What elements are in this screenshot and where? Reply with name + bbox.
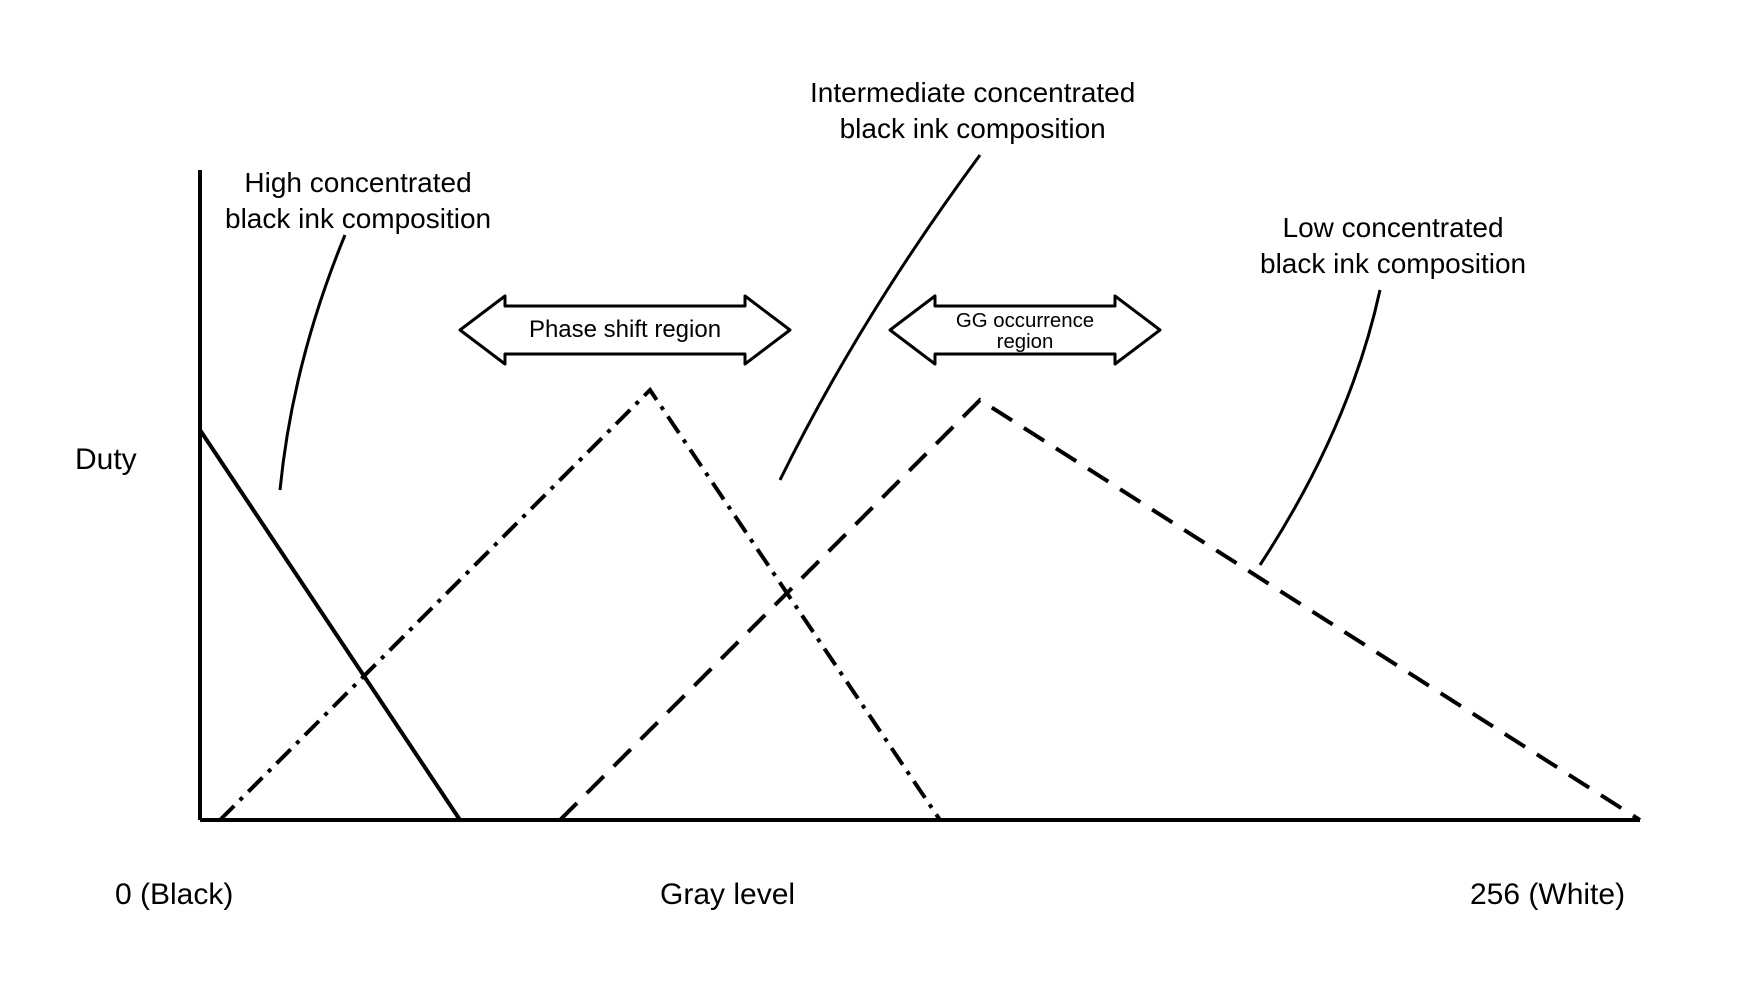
x-axis-label-center: Gray level	[660, 875, 795, 914]
annotation-intermediate-line1: Intermediate concentrated	[810, 75, 1135, 111]
diagram-svg: Phase shift region GG occurrenceregion	[0, 0, 1750, 1007]
annotation-low-line1: Low concentrated	[1260, 210, 1526, 246]
y-axis-label: Duty	[75, 440, 137, 479]
annotation-low: Low concentrated black ink composition	[1260, 210, 1526, 283]
diagram-container: Phase shift region GG occurrenceregion Du…	[0, 0, 1750, 1007]
annotation-intermediate: Intermediate concentrated black ink comp…	[810, 75, 1135, 148]
svg-text:region: region	[997, 331, 1054, 353]
annotation-high-line2: black ink composition	[225, 201, 491, 237]
curves	[200, 390, 1640, 820]
svg-text:Phase shift region: Phase shift region	[529, 316, 721, 343]
x-axis-label-left: 0 (Black)	[115, 875, 233, 914]
x-axis-label-right: 256 (White)	[1470, 875, 1625, 914]
annotation-high: High concentrated black ink composition	[225, 165, 491, 238]
annotation-high-line1: High concentrated	[225, 165, 491, 201]
svg-text:GG occurrence: GG occurrence	[956, 310, 1094, 332]
annotation-intermediate-line2: black ink composition	[810, 111, 1135, 147]
annotation-low-line2: black ink composition	[1260, 246, 1526, 282]
